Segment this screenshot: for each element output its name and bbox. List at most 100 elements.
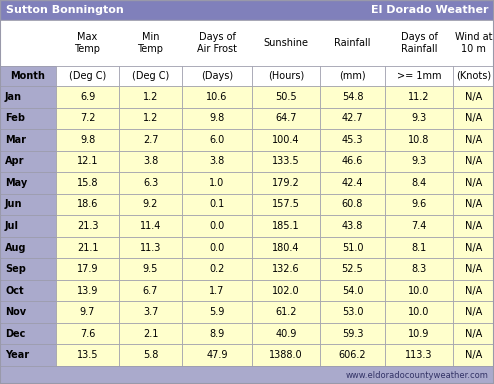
Bar <box>182 151 252 172</box>
Text: 64.7: 64.7 <box>275 113 297 123</box>
Text: 54.8: 54.8 <box>342 92 363 102</box>
Bar <box>320 344 385 366</box>
Text: 7.4: 7.4 <box>412 221 427 231</box>
Bar <box>252 194 320 215</box>
Text: 53.0: 53.0 <box>342 307 363 317</box>
Bar <box>385 172 453 194</box>
Text: 15.8: 15.8 <box>77 178 98 188</box>
Bar <box>0 366 494 384</box>
Bar <box>320 129 385 151</box>
Text: 5.9: 5.9 <box>209 307 225 317</box>
Bar <box>0 237 56 258</box>
Bar <box>56 280 119 301</box>
Text: 3.7: 3.7 <box>143 307 158 317</box>
Bar <box>56 66 119 86</box>
Bar <box>252 301 320 323</box>
Text: 40.9: 40.9 <box>275 329 297 339</box>
Text: 113.3: 113.3 <box>405 350 433 360</box>
Text: www.eldoradocountyweather.com: www.eldoradocountyweather.com <box>346 371 489 379</box>
Bar <box>119 129 182 151</box>
Bar <box>252 108 320 129</box>
Bar <box>453 215 494 237</box>
Text: (Deg C): (Deg C) <box>69 71 106 81</box>
Text: 1.2: 1.2 <box>143 92 158 102</box>
Text: 10.9: 10.9 <box>409 329 430 339</box>
Bar <box>56 344 119 366</box>
Bar <box>320 66 385 86</box>
Text: 5.8: 5.8 <box>143 350 158 360</box>
Text: N/A: N/A <box>465 264 482 274</box>
Text: Mar: Mar <box>5 135 26 145</box>
Text: 0.1: 0.1 <box>209 199 225 209</box>
Text: Month: Month <box>10 71 45 81</box>
Text: 10.0: 10.0 <box>409 286 430 296</box>
Bar <box>56 323 119 344</box>
Text: 1.7: 1.7 <box>209 286 225 296</box>
Text: 100.4: 100.4 <box>272 135 300 145</box>
Bar <box>252 66 320 86</box>
Text: 54.0: 54.0 <box>342 286 363 296</box>
Text: N/A: N/A <box>465 329 482 339</box>
Bar <box>182 258 252 280</box>
Bar <box>320 215 385 237</box>
Text: 6.0: 6.0 <box>209 135 225 145</box>
Bar <box>0 108 56 129</box>
Text: 1.0: 1.0 <box>209 178 225 188</box>
Text: Sunshine: Sunshine <box>263 38 308 48</box>
Text: 42.4: 42.4 <box>342 178 363 188</box>
Text: 0.0: 0.0 <box>209 221 225 231</box>
Bar <box>252 258 320 280</box>
Bar <box>0 323 56 344</box>
Bar <box>320 172 385 194</box>
Bar <box>385 108 453 129</box>
Bar <box>182 301 252 323</box>
Bar <box>182 108 252 129</box>
Text: Oct: Oct <box>5 286 24 296</box>
Text: N/A: N/A <box>465 350 482 360</box>
Text: 9.7: 9.7 <box>80 307 95 317</box>
Bar <box>453 344 494 366</box>
Bar <box>453 86 494 108</box>
Bar <box>119 108 182 129</box>
Text: N/A: N/A <box>465 307 482 317</box>
Text: (Knots): (Knots) <box>456 71 491 81</box>
Text: 17.9: 17.9 <box>77 264 98 274</box>
Text: 10.6: 10.6 <box>206 92 228 102</box>
Bar <box>56 172 119 194</box>
Text: N/A: N/A <box>465 199 482 209</box>
Bar <box>182 280 252 301</box>
Text: 606.2: 606.2 <box>339 350 367 360</box>
Text: 45.3: 45.3 <box>342 135 363 145</box>
Bar <box>56 215 119 237</box>
Text: 9.8: 9.8 <box>209 113 225 123</box>
Text: 46.6: 46.6 <box>342 156 363 166</box>
Text: Dec: Dec <box>5 329 25 339</box>
Text: (Days): (Days) <box>201 71 233 81</box>
Text: 59.3: 59.3 <box>342 329 363 339</box>
Text: 2.7: 2.7 <box>143 135 158 145</box>
Bar <box>182 172 252 194</box>
Bar <box>182 215 252 237</box>
Bar <box>119 301 182 323</box>
Text: 61.2: 61.2 <box>275 307 297 317</box>
Text: Wind at
10 m: Wind at 10 m <box>455 32 492 54</box>
Bar <box>119 194 182 215</box>
Bar <box>252 86 320 108</box>
Text: N/A: N/A <box>465 113 482 123</box>
Text: 102.0: 102.0 <box>272 286 300 296</box>
Text: Days of
Air Frost: Days of Air Frost <box>197 32 237 54</box>
Text: 3.8: 3.8 <box>209 156 225 166</box>
Text: Rainfall: Rainfall <box>334 38 371 48</box>
Text: Sep: Sep <box>5 264 26 274</box>
Bar <box>453 258 494 280</box>
Bar <box>182 194 252 215</box>
Bar <box>252 323 320 344</box>
Text: N/A: N/A <box>465 156 482 166</box>
Bar <box>182 129 252 151</box>
Bar <box>453 194 494 215</box>
Bar <box>119 258 182 280</box>
Bar <box>0 151 56 172</box>
Text: 21.1: 21.1 <box>77 243 98 253</box>
Text: Sutton Bonnington: Sutton Bonnington <box>6 5 124 15</box>
Text: N/A: N/A <box>465 243 482 253</box>
